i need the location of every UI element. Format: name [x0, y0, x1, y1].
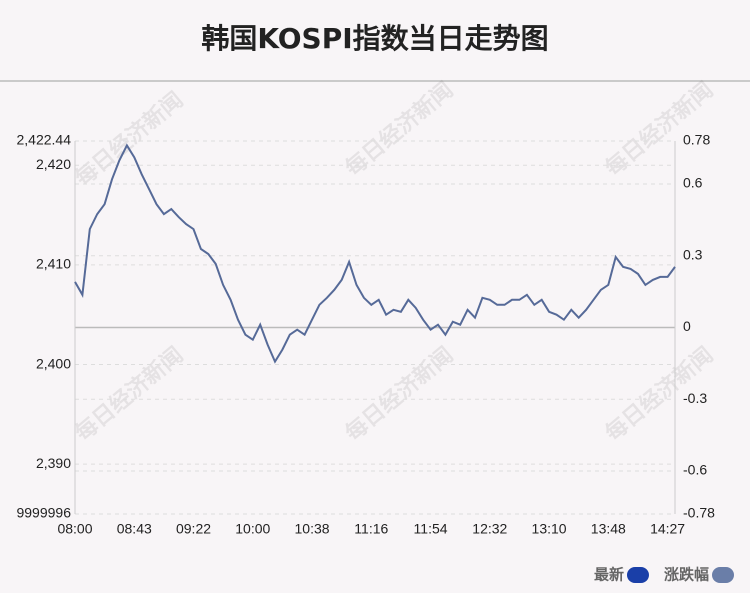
x-tick-label: 14:27 — [650, 521, 685, 537]
y2-tick-label: 0.6 — [683, 175, 703, 191]
y2-tick-label: 0.78 — [683, 132, 710, 148]
y-tick-label: 2,410 — [36, 256, 71, 272]
y-tick-label: 2,400 — [36, 355, 71, 371]
x-tick-label: 08:43 — [117, 521, 152, 537]
x-tick-label: 08:00 — [57, 521, 92, 537]
legend-label: 涨跌幅 — [664, 566, 709, 584]
y-tick-label: 2,422.44 — [17, 132, 72, 148]
watermarks: 每日经济新闻 每日经济新闻 每日经济新闻 每日经济新闻 每日经济新闻 每日经济新… — [70, 77, 718, 447]
y2-tick-label: -0.6 — [683, 462, 707, 478]
y2-tick-label: -0.78 — [683, 505, 715, 521]
y-tick-label: 2,420 — [36, 156, 71, 172]
watermark: 每日经济新闻 — [340, 342, 458, 447]
x-tick-label: 10:00 — [235, 521, 270, 537]
y-tick-label: 9999996 — [16, 505, 71, 521]
watermark: 每日经济新闻 — [70, 342, 188, 447]
x-tick-label: 11:16 — [354, 521, 388, 537]
chart-title: 韩国KOSPI指数当日走势图 — [201, 22, 548, 55]
x-tick-label: 09:22 — [176, 521, 211, 537]
x-tick-label: 13:10 — [532, 521, 567, 537]
x-tick-label: 11:54 — [414, 521, 448, 537]
y2-tick-label: -0.3 — [683, 390, 707, 406]
y-tick-label: 2,390 — [36, 455, 71, 471]
y2-tick-label: 0.3 — [683, 246, 703, 262]
watermark: 每日经济新闻 — [70, 87, 188, 192]
legend-swatch — [712, 567, 734, 583]
x-tick-label: 10:38 — [295, 521, 330, 537]
y2-tick-label: 0 — [683, 318, 691, 334]
watermark: 每日经济新闻 — [600, 77, 718, 182]
watermark: 每日经济新闻 — [340, 77, 458, 182]
x-tick-label: 13:48 — [591, 521, 626, 537]
price-line — [74, 143, 676, 364]
x-tick-label: 12:32 — [472, 521, 507, 537]
legend-swatch — [626, 567, 649, 583]
legend-label: 最新 — [594, 566, 624, 584]
